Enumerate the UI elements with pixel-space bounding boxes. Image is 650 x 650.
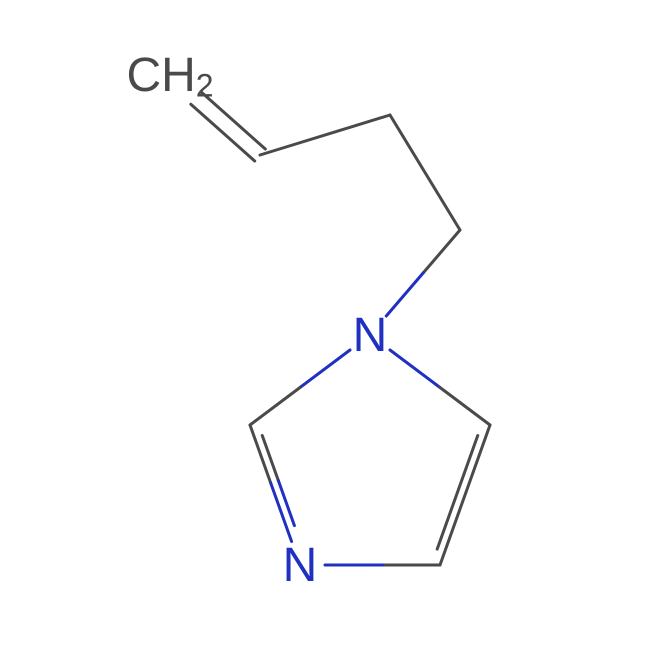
- molecule-diagram: CH2 N N: [0, 0, 650, 650]
- atom-label-N1: N: [353, 309, 388, 362]
- atom-label-CH2: CH2: [126, 49, 213, 104]
- atom-label-N2: N: [283, 539, 318, 592]
